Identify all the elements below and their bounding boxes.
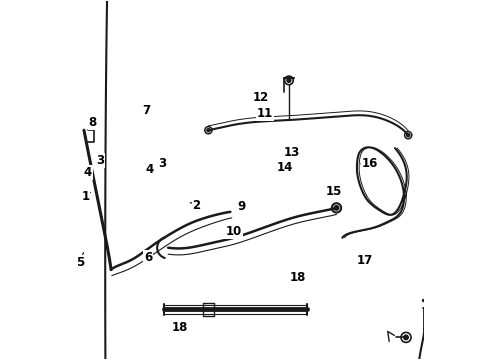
Text: 6: 6	[144, 251, 152, 264]
Text: 1: 1	[81, 190, 90, 203]
Text: 4: 4	[84, 166, 92, 179]
Text: 5: 5	[76, 256, 84, 269]
Text: 3: 3	[96, 154, 104, 167]
Text: 3: 3	[158, 157, 167, 170]
Text: 16: 16	[362, 157, 378, 170]
Text: 18: 18	[172, 320, 188, 333]
Circle shape	[404, 335, 408, 339]
Text: 18: 18	[290, 271, 306, 284]
Text: 11: 11	[257, 107, 273, 120]
Text: 7: 7	[142, 104, 150, 117]
Text: 17: 17	[357, 254, 373, 267]
Text: 15: 15	[326, 185, 342, 198]
Text: 9: 9	[237, 201, 245, 213]
Text: 8: 8	[89, 116, 97, 129]
Circle shape	[334, 206, 339, 210]
Text: 2: 2	[193, 199, 200, 212]
Circle shape	[407, 134, 410, 136]
Text: 13: 13	[284, 145, 300, 158]
Text: 4: 4	[146, 163, 154, 176]
Text: 14: 14	[276, 161, 293, 174]
Text: 10: 10	[225, 225, 242, 238]
Circle shape	[287, 78, 291, 82]
Circle shape	[207, 129, 210, 132]
Text: 12: 12	[253, 91, 270, 104]
